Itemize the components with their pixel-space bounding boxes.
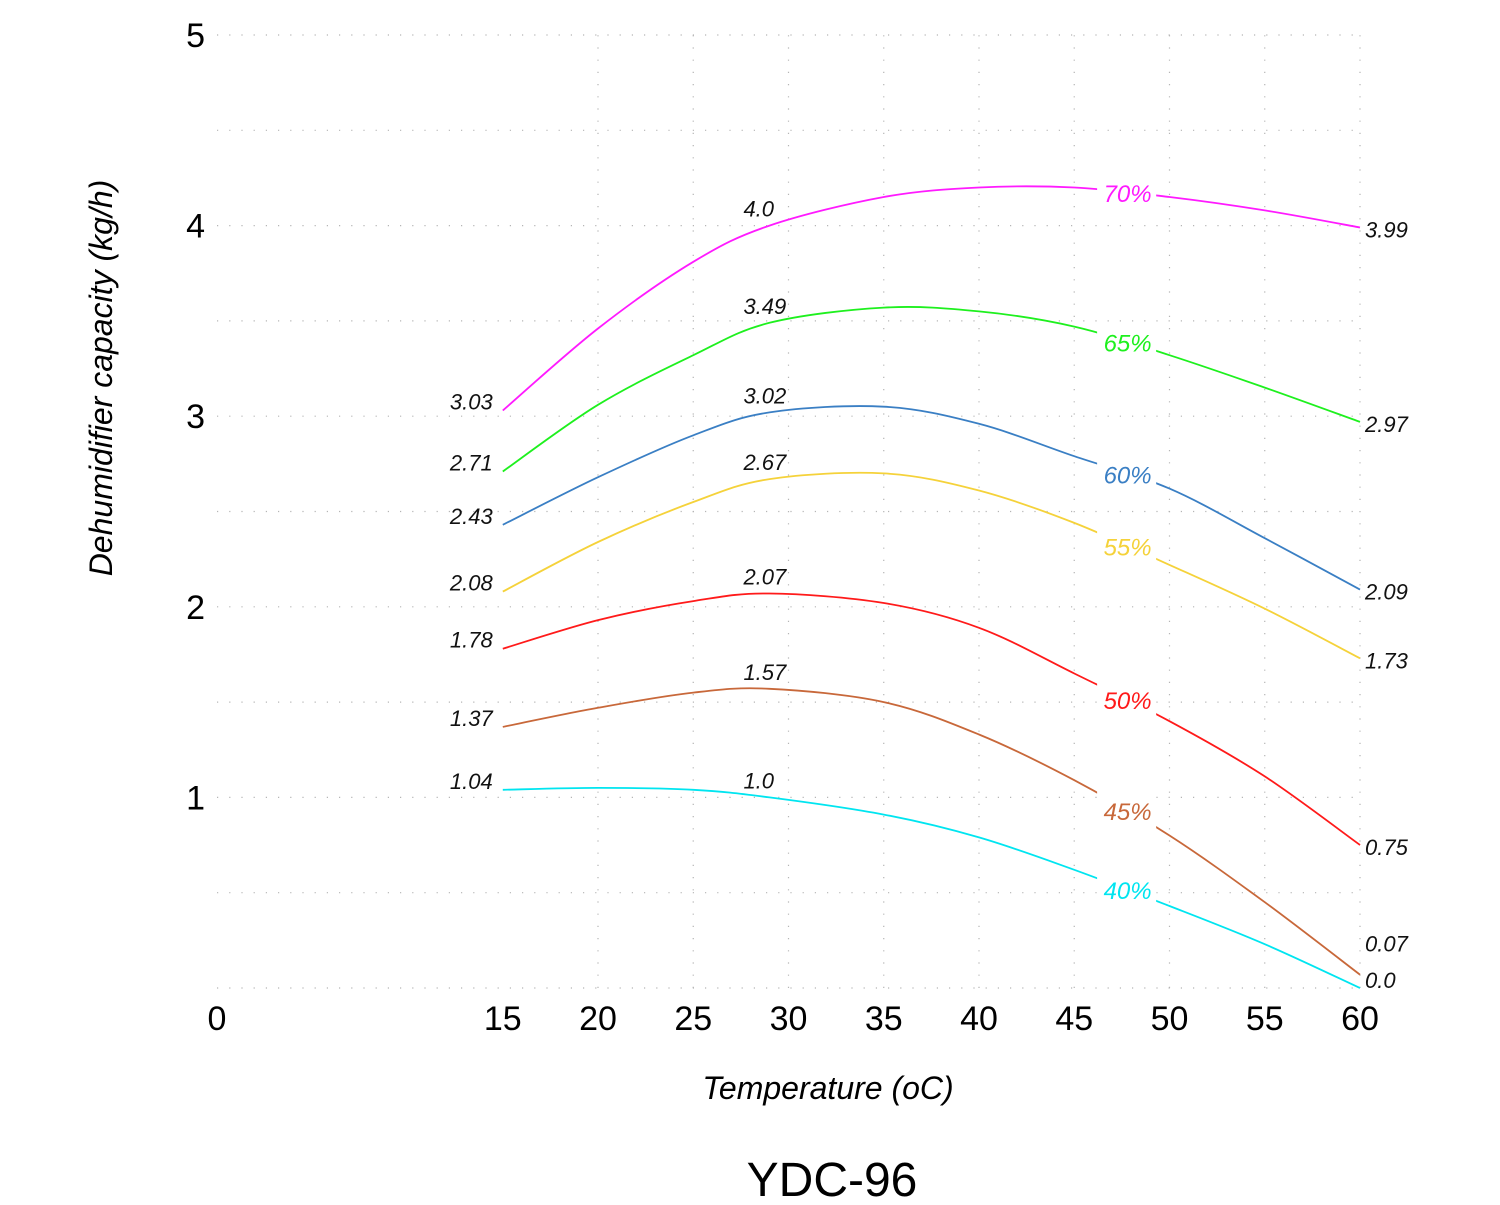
- peak-value-label: 2.07: [742, 564, 787, 589]
- peak-value-label: 1.57: [743, 660, 787, 685]
- end-value-label: 0.07: [1365, 932, 1409, 957]
- series-line-60pct: [502, 405, 1361, 591]
- start-value-label: 3.03: [450, 389, 494, 414]
- x-tick-label: 15: [484, 1000, 522, 1038]
- series-label-45pct: 45%: [1104, 799, 1152, 826]
- y-tick-label: 2: [186, 589, 205, 627]
- series-line-65pct: [502, 306, 1361, 473]
- series-line-55pct: [502, 471, 1361, 660]
- y-tick-label: 4: [186, 208, 205, 246]
- end-value-label: 2.97: [1364, 412, 1409, 437]
- x-tick-label: 55: [1246, 1000, 1284, 1038]
- start-value-label: 2.08: [449, 571, 494, 596]
- start-value-label: 1.04: [450, 769, 493, 794]
- x-tick-label: 35: [865, 1000, 903, 1038]
- peak-value-label: 3.02: [743, 383, 786, 408]
- x-tick-label: 20: [579, 1000, 617, 1038]
- end-value-label: 0.0: [1365, 968, 1396, 993]
- start-value-label: 2.43: [449, 504, 494, 529]
- peak-value-label: 1.0: [743, 768, 774, 793]
- peak-value-label: 4.0: [743, 197, 774, 222]
- x-tick-label: 60: [1341, 1000, 1379, 1038]
- series-line-50pct: [502, 592, 1361, 846]
- label-layer: 40% 1.04 1.0 0.0 45% 1.37 1.57 0.07 50% 1.78 2.07 0…: [449, 172, 1409, 993]
- x-tick-label: 50: [1151, 1000, 1189, 1038]
- y-axis-title: Dehumidifier capacity (kg/h): [83, 180, 119, 577]
- series-label-50pct: 50%: [1104, 688, 1152, 715]
- x-tick-label: 45: [1055, 1000, 1093, 1038]
- series-label-60pct: 60%: [1104, 462, 1152, 489]
- y-tick-label: 1: [186, 779, 205, 817]
- series-layer: [502, 185, 1361, 989]
- series-label-gap: [1097, 322, 1157, 363]
- chart-title: YDC-96: [747, 1154, 918, 1200]
- end-value-label: 3.99: [1365, 218, 1408, 243]
- x-tick-label: 40: [960, 1000, 998, 1038]
- x-tick-label: 0: [208, 1000, 227, 1038]
- grid-layer: [217, 34, 1361, 989]
- end-value-label: 0.75: [1365, 835, 1409, 860]
- series-label-gap: [1097, 680, 1157, 721]
- series-label-55pct: 55%: [1104, 534, 1152, 561]
- start-value-label: 1.37: [450, 706, 494, 731]
- peak-value-label: 2.67: [742, 450, 787, 475]
- series-label-gap: [1097, 791, 1157, 832]
- series-label-70pct: 70%: [1104, 181, 1152, 208]
- y-tick-label: 3: [186, 398, 205, 436]
- end-value-label: 1.73: [1365, 648, 1409, 673]
- x-tick-label: 30: [770, 1000, 808, 1038]
- peak-value-label: 3.49: [743, 294, 786, 319]
- series-line-40pct: [502, 786, 1361, 989]
- start-value-label: 2.71: [449, 450, 493, 475]
- series-label-gap: [1097, 870, 1157, 911]
- series-label-65pct: 65%: [1104, 331, 1152, 358]
- x-axis-title: Temperature (oC): [702, 1070, 953, 1106]
- series-label-gap: [1097, 454, 1157, 495]
- series-line-45pct: [502, 687, 1361, 976]
- series-label-gap: [1097, 526, 1157, 567]
- x-tick-label: 25: [674, 1000, 712, 1038]
- y-tick-label: 5: [186, 17, 205, 55]
- series-label-40pct: 40%: [1104, 878, 1152, 905]
- end-value-label: 2.09: [1364, 580, 1408, 605]
- start-value-label: 1.78: [450, 628, 494, 653]
- series-line-70pct: [502, 185, 1361, 412]
- series-label-gap: [1097, 172, 1157, 213]
